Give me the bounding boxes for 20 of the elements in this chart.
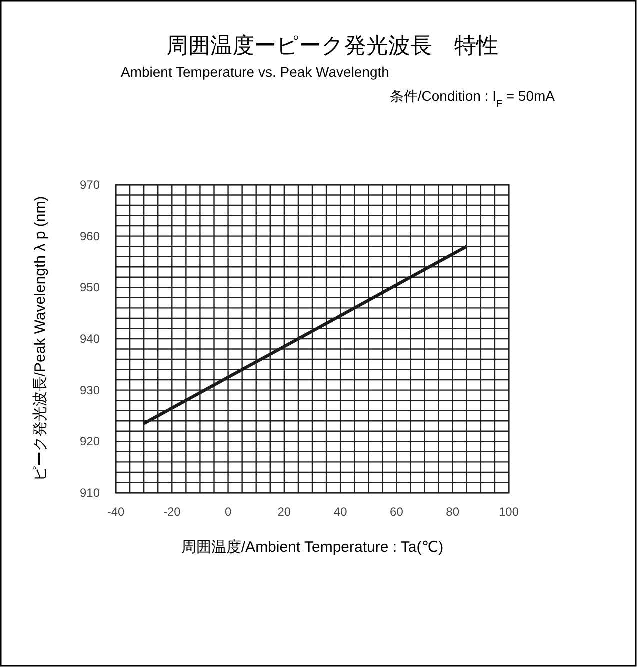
y-tick-label: 930 (80, 383, 100, 398)
x-tick-label: 100 (498, 505, 520, 519)
x-tick-label: 60 (390, 505, 404, 519)
x-tick-label: 0 (224, 505, 232, 519)
text: 条件/Condition : I$_{F}$ = 50mA (390, 88, 556, 110)
y-axis-title: ピーク発光波長/Peak Wavelength λ p (nm) (32, 196, 49, 482)
x-tick-label: 80 (446, 505, 460, 519)
x-tick-label: 40 (334, 505, 348, 519)
y-tick-label: 920 (80, 434, 100, 449)
y-tick-label: 910 (80, 486, 100, 500)
x-tick-label: -20 (163, 505, 182, 519)
y-tick-label: 940 (80, 332, 100, 346)
y-tick-label: 970 (80, 178, 100, 192)
x-tick-label: 20 (278, 505, 292, 519)
chart-title: 周囲温度ーピーク発光波長 特性 (166, 33, 498, 58)
chart-subtitle: Ambient Temperature vs. Peak Wavelength (121, 64, 390, 80)
x-tick-label: -40 (107, 505, 125, 519)
y-tick-label: 950 (80, 280, 100, 295)
x-axis-title: 周囲温度/Ambient Temperature : Ta(℃) (181, 539, 444, 556)
y-tick-label: 960 (80, 229, 100, 244)
